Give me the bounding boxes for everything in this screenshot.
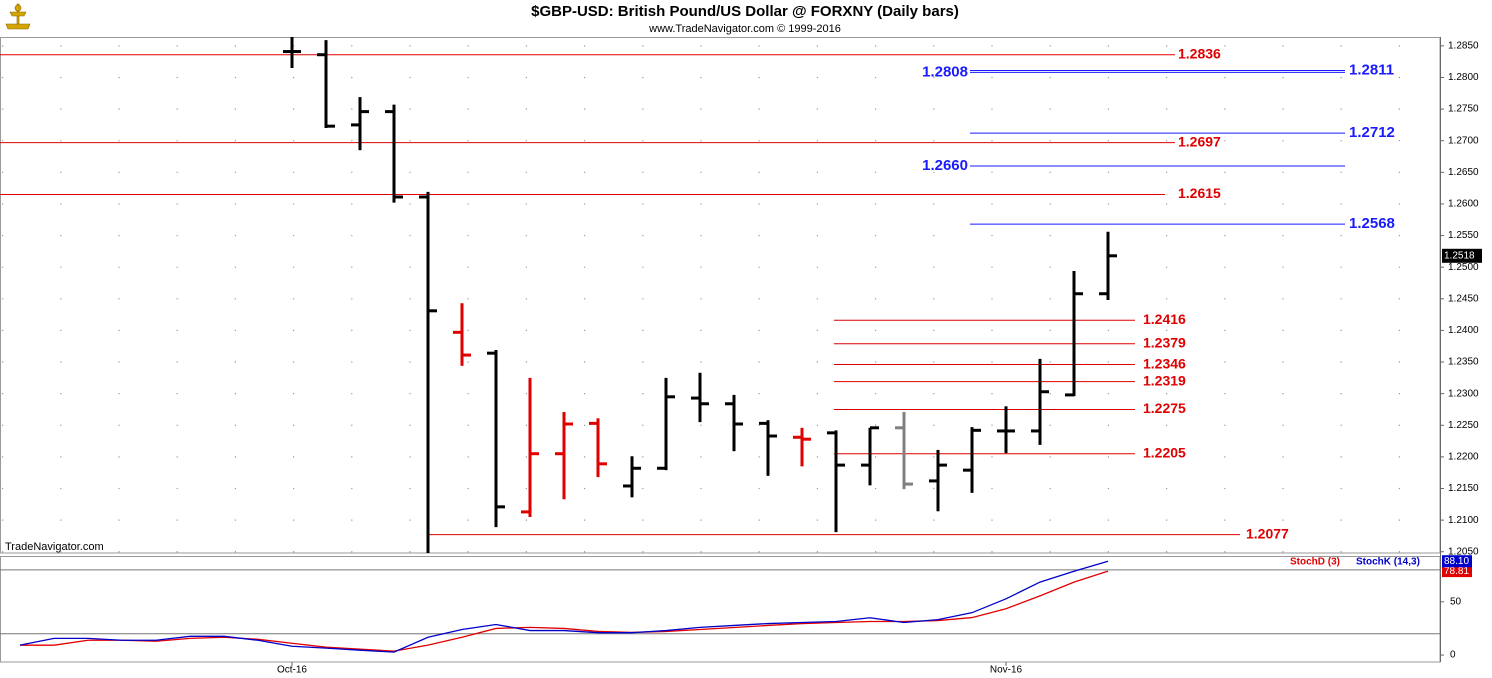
level-label: 1.2379 [1143, 334, 1186, 350]
y-tick-label: 50 [1450, 596, 1462, 607]
level-label: 1.2319 [1143, 372, 1186, 388]
last-price-box [1442, 248, 1482, 263]
y-tick-label: 1.2500 [1448, 262, 1479, 273]
x-tick-label: Oct-16 [277, 665, 307, 676]
last-price-label: 1.2518 [1444, 250, 1475, 261]
chart-subtitle: www.TradeNavigator.com © 1999-2016 [648, 23, 841, 35]
stoch-line [19, 560, 1109, 653]
legend-entry: StochD (3) [1290, 557, 1340, 568]
legend-entry: StochK (14,3) [1356, 557, 1420, 568]
y-tick-label: 1.2550 [1448, 230, 1479, 241]
level-label: 1.2712 [1349, 124, 1395, 141]
last-value-box [1442, 555, 1472, 568]
level-label: 1.2346 [1143, 355, 1186, 371]
level-label: 1.2416 [1143, 311, 1186, 327]
level-label: 1.2615 [1178, 185, 1221, 201]
level-label: 1.2568 [1349, 215, 1395, 232]
y-tick-label: 1.2850 [1448, 40, 1479, 51]
level-label: 1.2808 [922, 63, 968, 80]
x-tick-label: Nov-16 [990, 665, 1023, 676]
y-tick-label: 0 [1450, 650, 1456, 661]
y-tick-label: 1.2200 [1448, 452, 1479, 463]
last-value-label: 78.81 [1444, 566, 1469, 577]
level-label: 1.2697 [1178, 133, 1221, 149]
level-label: 1.2811 [1349, 61, 1394, 78]
y-tick-label: 1.2250 [1448, 420, 1479, 431]
y-tick-label: 1.2300 [1448, 388, 1479, 399]
y-tick-label: 1.2800 [1448, 72, 1479, 83]
level-label: 1.2660 [922, 157, 968, 174]
level-label: 1.2205 [1143, 444, 1186, 460]
last-value-box [1442, 565, 1472, 578]
logo [5, 3, 31, 30]
watermark: TradeNavigator.com [5, 541, 104, 553]
y-tick-label: 1.2350 [1448, 357, 1479, 368]
y-tick-label: 1.2150 [1448, 483, 1479, 494]
chart-title: $GBP-USD: British Pound/US Dollar @ FORX… [531, 3, 959, 20]
y-tick-label: 1.2700 [1448, 135, 1479, 146]
y-tick-label: 1.2050 [1448, 546, 1479, 557]
last-value-label: 88.10 [1444, 556, 1469, 567]
y-tick-label: 1.2650 [1448, 167, 1479, 178]
y-tick-label: 1.2750 [1448, 104, 1479, 115]
y-tick-label: 1.2600 [1448, 199, 1479, 210]
level-label: 1.2275 [1143, 400, 1186, 416]
level-label: 1.2077 [1246, 525, 1289, 541]
level-label: 1.2836 [1178, 45, 1221, 61]
y-tick-label: 1.2100 [1448, 515, 1479, 526]
y-tick-label: 1.2400 [1448, 325, 1479, 336]
y-tick-label: 1.2450 [1448, 293, 1479, 304]
